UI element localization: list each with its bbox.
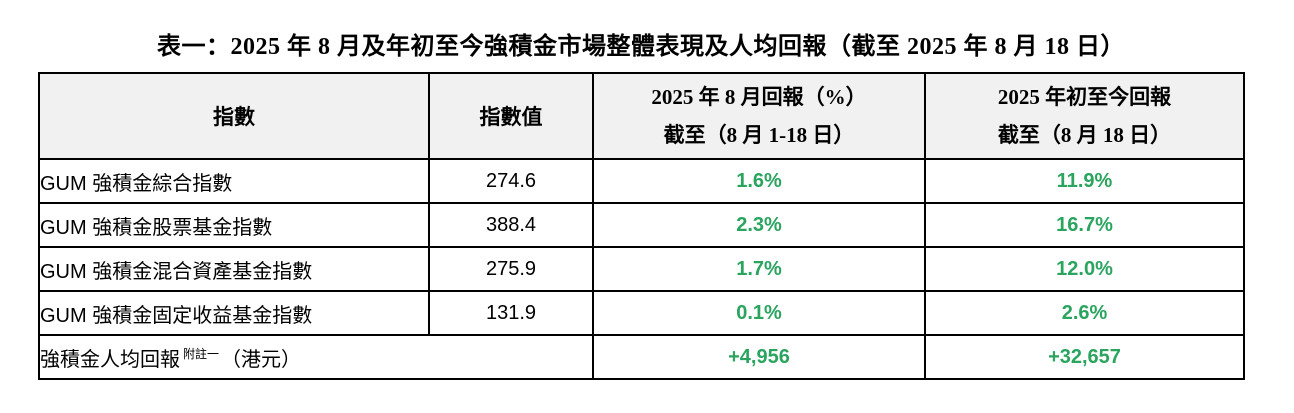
ytd-return-cell: +32,657	[924, 334, 1245, 380]
aug-return-cell: 0.1%	[592, 290, 926, 336]
table-title: 表一：2025 年 8 月及年初至今強積金市場整體表現及人均回報（截至 2025…	[157, 34, 1125, 60]
per-capita-return-row: 強積金人均回報 附註一 （港元） +4,956 +32,657	[38, 334, 1245, 380]
ytd-return-cell: 11.9%	[924, 158, 1245, 204]
index-value-cell: 131.9	[428, 290, 594, 336]
per-capita-label-unit: （港元）	[221, 348, 302, 371]
aug-return-cell: 2.3%	[592, 202, 926, 248]
aug-return-cell: 1.6%	[592, 158, 926, 204]
table-row: GUM 強積金混合資產基金指數 275.9 1.7% 12.0%	[38, 246, 1245, 292]
mpf-performance-table: 指數 指數值 2025 年 8 月回報（%） 截至（8 月 1-18 日） 20…	[38, 72, 1245, 380]
col-header-ytd-return: 2025 年初至今回報 截至（8 月 18 日）	[924, 72, 1245, 160]
index-value-cell: 388.4	[428, 202, 594, 248]
aug-return-header-line2: 截至（8 月 1-18 日）	[663, 123, 855, 147]
header-row: 指數 指數值 2025 年 8 月回報（%） 截至（8 月 1-18 日） 20…	[38, 72, 1245, 160]
col-header-index-value: 指數值	[428, 72, 594, 160]
index-value-cell: 275.9	[428, 246, 594, 292]
ytd-return-cell: 16.7%	[924, 202, 1245, 248]
ytd-return-cell: 2.6%	[924, 290, 1245, 336]
col-header-aug-return: 2025 年 8 月回報（%） 截至（8 月 1-18 日）	[592, 72, 926, 160]
footnote-reference: 附註一	[183, 346, 220, 361]
index-name-cell: GUM 強積金混合資產基金指數	[38, 246, 430, 292]
index-value-cell: 274.6	[428, 158, 594, 204]
ytd-return-cell: 12.0%	[924, 246, 1245, 292]
index-name-cell: GUM 強積金綜合指數	[38, 158, 430, 204]
index-name-cell: GUM 強積金固定收益基金指數	[38, 290, 430, 336]
table-row: GUM 強積金綜合指數 274.6 1.6% 11.9%	[38, 158, 1245, 204]
table-row: GUM 強積金股票基金指數 388.4 2.3% 16.7%	[38, 202, 1245, 248]
per-capita-label-cell: 強積金人均回報 附註一 （港元）	[38, 334, 594, 380]
aug-return-header-line1: 2025 年 8 月回報（%）	[651, 85, 867, 109]
aug-return-cell: +4,956	[592, 334, 926, 380]
col-header-index: 指數	[38, 72, 430, 160]
index-name-cell: GUM 強積金股票基金指數	[38, 202, 430, 248]
aug-return-cell: 1.7%	[592, 246, 926, 292]
ytd-return-header-line2: 截至（8 月 18 日）	[997, 123, 1172, 147]
table-row: GUM 強積金固定收益基金指數 131.9 0.1% 2.6%	[38, 290, 1245, 336]
per-capita-label: 強積金人均回報	[40, 348, 180, 371]
ytd-return-header-line1: 2025 年初至今回報	[997, 85, 1172, 109]
